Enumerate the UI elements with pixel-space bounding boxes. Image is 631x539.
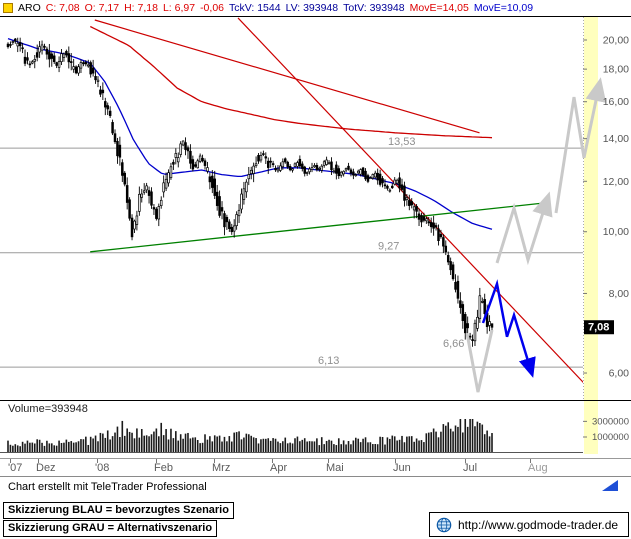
volume-label: Volume=393948 xyxy=(8,403,88,415)
quote-field: C: 7,08 xyxy=(45,2,80,14)
month-tick xyxy=(465,459,466,463)
rising-support-line xyxy=(90,202,546,253)
quote-field: MovE=10,09 xyxy=(473,2,534,14)
status-strip: Chart erstellt mit TeleTrader Profession… xyxy=(0,476,631,496)
quote-field: -0,06 xyxy=(200,2,224,14)
month-label: '07 xyxy=(8,462,23,474)
time-axis: '07 Dez '08 Feb Mrz Apr Mai Jun Jul Aug xyxy=(0,458,631,476)
month-tick xyxy=(328,459,329,463)
month-tick xyxy=(214,459,215,463)
scenario-legend: Skizzierung BLAU = bevorzugtes Szenario … xyxy=(3,502,234,537)
volume-bars xyxy=(7,419,493,452)
legend-gray-box: Skizzierung GRAU = Alternativszenario xyxy=(3,520,218,537)
quote-field: O: 7,17 xyxy=(84,2,120,14)
projection-strip xyxy=(584,17,598,400)
candlestick-series xyxy=(6,37,494,347)
teletrader-arrow-button[interactable] xyxy=(597,479,623,494)
svg-text:18,00: 18,00 xyxy=(603,64,629,76)
yellow-square-icon xyxy=(3,3,13,13)
quote-field: L: 6,97 xyxy=(162,2,196,14)
quote-values: C: 7,08 O: 7,17 H: 7,18 L: 6,97 -0,06 TckV: 1… xyxy=(46,2,533,14)
svg-text:1000000: 1000000 xyxy=(592,432,629,443)
month-label: Dez xyxy=(36,462,56,474)
svg-text:8,00: 8,00 xyxy=(609,288,630,300)
quote-field: TotV: 393948 xyxy=(343,2,405,14)
svg-text:7,08: 7,08 xyxy=(588,322,609,334)
month-label: Jun xyxy=(393,462,411,474)
horizontal-levels: 13,53 9,27 6,13 xyxy=(0,136,583,368)
blue-preferred-scenario xyxy=(481,279,536,378)
quote-header: ARO C: 7,08 O: 7,17 H: 7,18 L: 6,97 -0,06 Tck… xyxy=(0,0,631,17)
month-label: Mai xyxy=(326,462,344,474)
month-tick xyxy=(10,459,11,463)
low-annotation: 6,66 xyxy=(443,338,464,350)
quote-field: TckV: 1544 xyxy=(229,2,281,14)
month-label: Mrz xyxy=(212,462,231,474)
month-label: '08 xyxy=(95,462,110,474)
svg-text:6,00: 6,00 xyxy=(609,368,630,380)
blue-arrow-icon xyxy=(602,480,618,491)
projection-strip-volume xyxy=(584,401,598,454)
month-tick xyxy=(395,459,396,463)
month-tick xyxy=(530,459,531,463)
month-label: Apr xyxy=(270,462,288,474)
svg-text:16,00: 16,00 xyxy=(603,96,629,108)
svg-text:14,00: 14,00 xyxy=(603,133,629,145)
price-chart[interactable]: 13,53 9,27 6,13 6,66 7,08 20,00 18,00 16,00 14,0… xyxy=(0,17,631,401)
price-axis: 20,00 18,00 16,00 14,00 12,00 10,00 8,00 6,00 xyxy=(583,35,629,380)
svg-text:10,00: 10,00 xyxy=(603,226,629,238)
volume-chart[interactable]: Volume=393948 3000000 1000000 xyxy=(0,401,631,458)
globe-icon xyxy=(436,517,452,532)
month-tick xyxy=(272,459,273,463)
symbol-label: ARO xyxy=(18,2,41,14)
svg-text:13,53: 13,53 xyxy=(388,136,416,148)
quote-field: H: 7,18 xyxy=(124,2,158,14)
gray-alternative-scenario xyxy=(465,77,607,393)
quote-field: LV: 393948 xyxy=(285,2,339,14)
ema-slow xyxy=(90,25,493,139)
month-tick xyxy=(156,459,157,463)
legend-blue-box: Skizzierung BLAU = bevorzugtes Szenario xyxy=(3,502,234,519)
month-label: Aug xyxy=(528,462,548,474)
downtrend-line-upper xyxy=(94,19,480,134)
month-label: Feb xyxy=(154,462,173,474)
last-price-tag: 7,08 xyxy=(584,320,614,335)
svg-text:20,00: 20,00 xyxy=(603,35,629,47)
website-link-box[interactable]: http://www.godmode-trader.de xyxy=(429,512,629,537)
downtrend-line-long xyxy=(237,17,583,383)
svg-text:12,00: 12,00 xyxy=(603,176,629,188)
svg-text:9,27: 9,27 xyxy=(378,241,399,253)
svg-text:6,13: 6,13 xyxy=(318,355,339,367)
svg-text:3000000: 3000000 xyxy=(592,416,629,427)
website-url: http://www.godmode-trader.de xyxy=(458,517,619,532)
quote-field: MovE=14,05 xyxy=(409,2,469,14)
created-with-label: Chart erstellt mit TeleTrader Profession… xyxy=(8,481,207,493)
month-tick xyxy=(97,459,98,463)
month-label: Jul xyxy=(463,462,478,474)
month-tick xyxy=(38,459,39,463)
volume-axis: 3000000 1000000 xyxy=(583,416,629,443)
